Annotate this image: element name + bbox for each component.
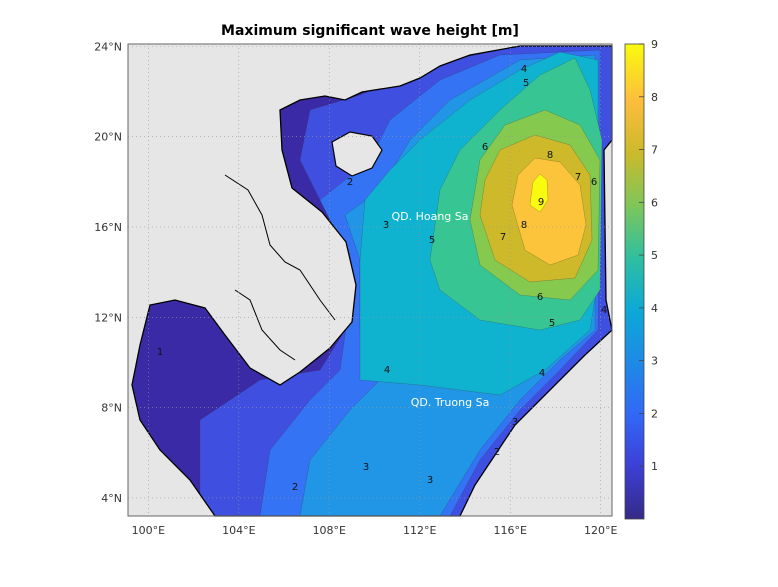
colorbar-tick-label: 8 xyxy=(651,91,658,104)
x-tick-label: 100°E xyxy=(132,524,165,537)
x-tick-label: 116°E xyxy=(493,524,526,537)
contour-label: 2 xyxy=(347,177,353,188)
colorbar-tick-label: 7 xyxy=(651,144,658,157)
colorbar-tick-label: 1 xyxy=(651,460,658,473)
colorbar-tick-label: 4 xyxy=(651,302,658,315)
colorbar-tick-label: 2 xyxy=(651,407,658,420)
contour-label: 2 xyxy=(494,447,500,458)
contour-label: 8 xyxy=(521,220,527,231)
y-tick-label: 12°N xyxy=(94,311,122,324)
contour-band-9 xyxy=(529,173,549,213)
colorbar-tick-label: 3 xyxy=(651,355,658,368)
colorbar-ticks: 1 2 3 4 5 6 7 8 9 xyxy=(639,38,658,473)
contour-label: 6 xyxy=(591,177,597,188)
contour-label: 3 xyxy=(363,462,369,473)
contour-label: 6 xyxy=(482,142,488,153)
x-axis-ticks: 100°E 104°E 108°E 112°E 116°E 120°E xyxy=(132,524,618,537)
contour-label: 5 xyxy=(429,235,435,246)
chart-title: Maximum significant wave height [m] xyxy=(221,23,519,39)
hainan-island xyxy=(331,131,383,177)
label-truong-sa: QD. Truong Sa xyxy=(411,396,490,409)
grid-lines xyxy=(128,44,612,516)
map-frame xyxy=(127,43,613,517)
contour-label: 7 xyxy=(575,172,581,183)
x-tick-label: 104°E xyxy=(222,524,255,537)
contour-label: 3 xyxy=(512,417,518,428)
y-tick-label: 16°N xyxy=(94,221,122,234)
sea-contours xyxy=(132,46,612,516)
x-tick-label: 112°E xyxy=(403,524,436,537)
colorbar-tick-label: 6 xyxy=(651,196,658,209)
contour-label: 5 xyxy=(523,78,529,89)
contour-label: 4 xyxy=(384,365,390,376)
contour-label: 9 xyxy=(538,197,544,208)
label-hoang-sa: QD. Hoang Sa xyxy=(391,210,468,223)
contour-label: 5 xyxy=(549,318,555,329)
contour-label: 2 xyxy=(292,482,298,493)
y-tick-label: 24°N xyxy=(94,40,122,53)
colorbar-tick-label: 5 xyxy=(651,249,658,262)
contour-label: 6 xyxy=(537,292,543,303)
contour-label: 4 xyxy=(601,305,607,316)
contour-label: 4 xyxy=(539,368,545,379)
contour-label: 7 xyxy=(500,232,506,243)
country-borders xyxy=(224,174,336,361)
y-tick-label: 20°N xyxy=(94,131,122,144)
contour-label: 4 xyxy=(521,64,527,75)
contour-label: 3 xyxy=(383,220,389,231)
contour-label: 3 xyxy=(427,475,433,486)
contour-label: 8 xyxy=(547,150,553,161)
y-tick-label: 4°N xyxy=(101,492,122,505)
contour-band-8 xyxy=(511,157,587,266)
colorbar xyxy=(624,43,645,520)
y-tick-label: 8°N xyxy=(101,402,122,415)
contour-label: 1 xyxy=(157,347,163,358)
colorbar-tick-label: 9 xyxy=(651,38,658,51)
x-tick-label: 108°E xyxy=(313,524,346,537)
x-tick-label: 120°E xyxy=(584,524,617,537)
y-axis-ticks: 4°N 8°N 12°N 16°N 20°N 24°N xyxy=(94,40,122,505)
